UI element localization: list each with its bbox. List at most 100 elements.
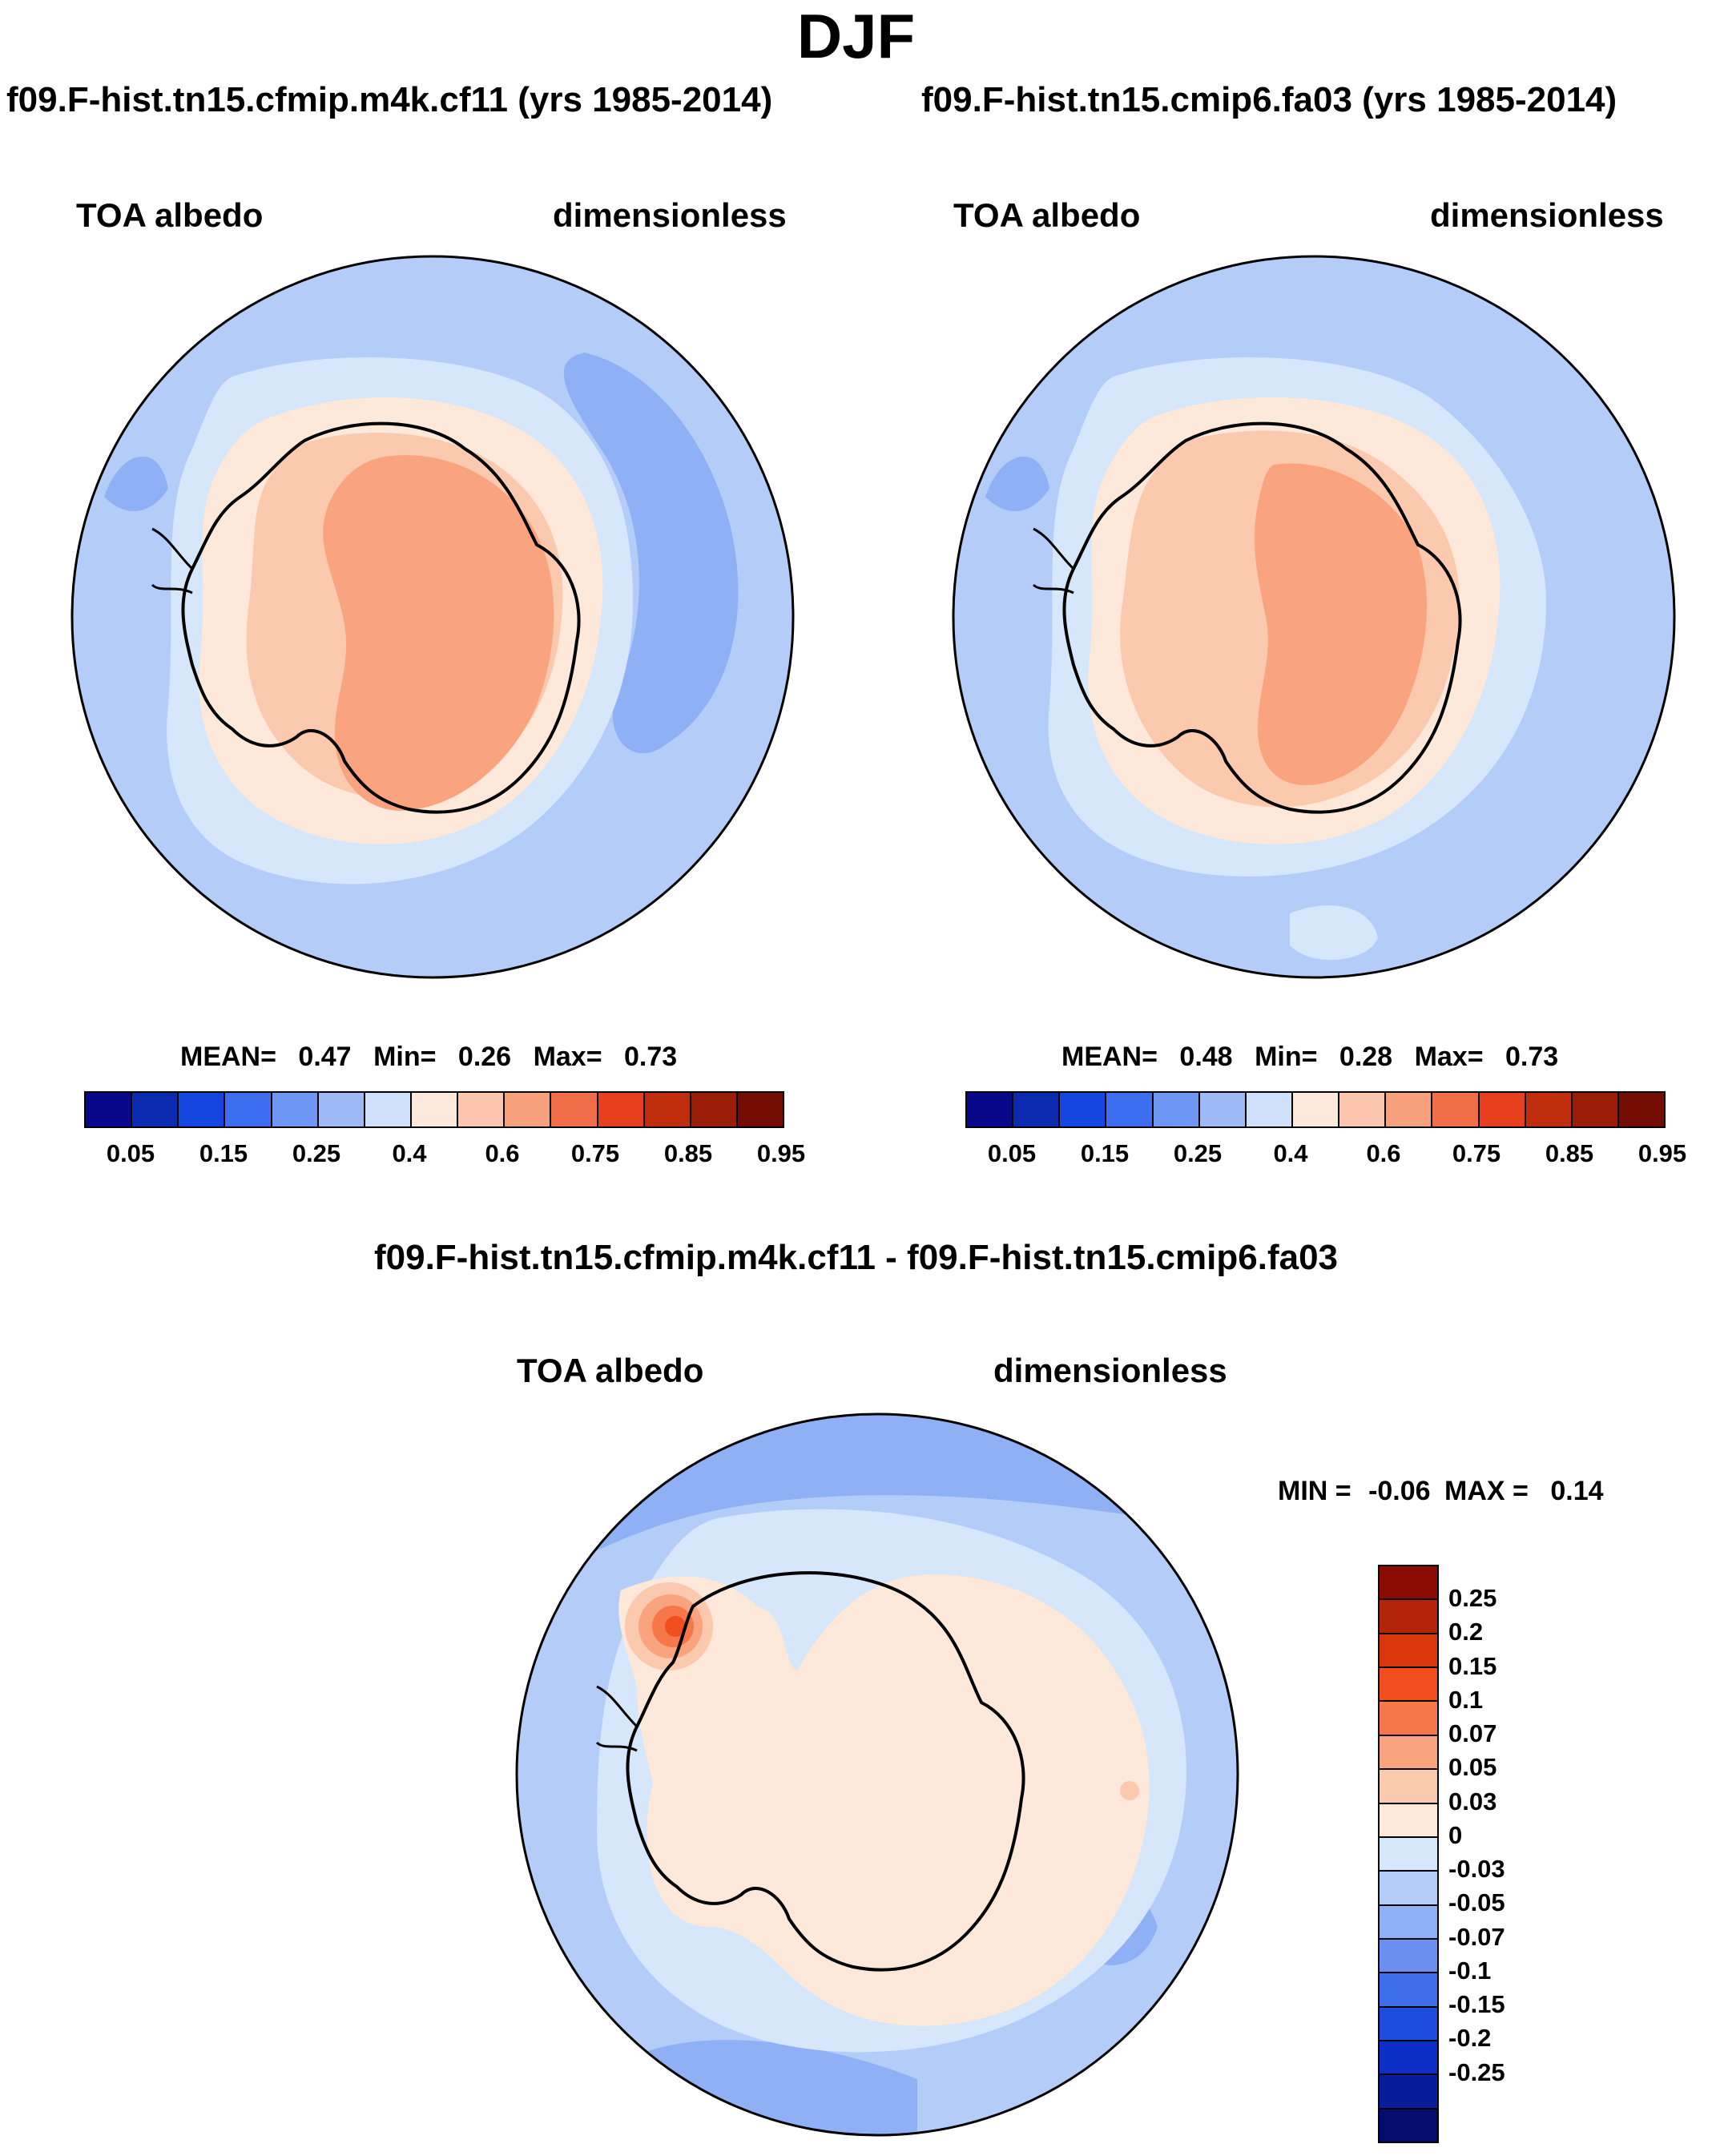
colorbar-swatch — [1339, 1093, 1387, 1126]
colorbar-swatch — [411, 1093, 459, 1126]
colorbar-tick-label: 0.4 — [392, 1139, 427, 1167]
colorbar-tick-label: 0.25 — [292, 1139, 341, 1167]
colorbar-swatch — [225, 1093, 272, 1126]
colorbar-swatch — [272, 1093, 319, 1126]
colorbar-swatch — [644, 1093, 691, 1126]
case2-max-label: Max= — [1414, 1042, 1484, 1072]
colorbar-swatch — [1380, 1566, 1437, 1601]
colorbar-tick-label: 0.6 — [485, 1139, 520, 1167]
diff-stats: MIN = -0.06 MAX = 0.14 — [1278, 1476, 1604, 1507]
colorbar-swatch — [1292, 1093, 1340, 1126]
colorbar-swatch — [1380, 1973, 1437, 2008]
colorbar-swatch — [1380, 1600, 1437, 1634]
colorbar-swatch — [1106, 1093, 1154, 1126]
colorbar-tick-label: -0.15 — [1448, 1990, 1505, 2019]
colorbar-swatch — [691, 1093, 738, 1126]
diff-min-label: MIN = — [1278, 1476, 1351, 1506]
colorbar-tick-label: 0.6 — [1366, 1139, 1401, 1167]
colorbar-swatch — [179, 1093, 226, 1126]
colorbar-tick-label: -0.07 — [1448, 1922, 1505, 1951]
colorbar-tick-label: 0.95 — [756, 1139, 806, 1167]
colorbar-swatch — [1380, 1668, 1437, 1703]
diff-max-label: MAX = — [1444, 1476, 1529, 1506]
case2-max-value: 0.73 — [1505, 1042, 1559, 1072]
colorbar-tick-label: -0.2 — [1448, 2024, 1492, 2053]
case1-min-label: Min= — [373, 1042, 437, 1072]
colorbar-swatch — [1380, 2075, 1437, 2110]
colorbar-swatch — [1380, 1770, 1437, 1804]
colorbar-tick-label: -0.03 — [1448, 1855, 1505, 1884]
colorbar-swatch — [598, 1093, 645, 1126]
colorbar-tick-label: 0.95 — [1637, 1139, 1687, 1167]
case1-polar-map — [70, 255, 795, 979]
colorbar-tick-label: -0.25 — [1448, 2057, 1505, 2086]
colorbar-swatch — [1060, 1093, 1107, 1126]
diff-units-label: dimensionless — [993, 1352, 1227, 1389]
colorbar-swatch — [365, 1093, 412, 1126]
colorbar-swatch — [1199, 1093, 1247, 1126]
colorbar-swatch — [1380, 1634, 1437, 1669]
case1-max-value: 0.73 — [624, 1042, 678, 1072]
colorbar-swatch — [458, 1093, 506, 1126]
colorbar-tick-label: 0.2 — [1448, 1618, 1484, 1646]
case2-min-value: 0.28 — [1339, 1042, 1393, 1072]
case2-title: f09.F-hist.tn15.cmip6.fa03 (yrs 1985-201… — [921, 80, 1617, 119]
case2-mean-label: MEAN= — [1061, 1042, 1158, 1072]
colorbar-tick-label: 0 — [1448, 1820, 1463, 1849]
colorbar-swatch — [1380, 1735, 1437, 1771]
colorbar-swatch — [1380, 1905, 1437, 1940]
colorbar-swatch — [1525, 1093, 1573, 1126]
diff-max-value: 0.14 — [1550, 1476, 1604, 1506]
case1-units-label: dimensionless — [553, 196, 787, 234]
colorbar-swatch — [967, 1093, 1014, 1126]
colorbar-swatch — [1380, 2109, 1437, 2142]
colorbar-tick-label: 0.15 — [1080, 1139, 1130, 1167]
colorbar-tick-label: 0.03 — [1448, 1787, 1497, 1815]
colorbar-swatch — [1380, 1837, 1437, 1872]
colorbar-swatch — [1013, 1093, 1061, 1126]
case2-colorbar — [965, 1091, 1666, 1128]
colorbar-swatch — [1153, 1093, 1200, 1126]
colorbar-tick-label: 0.05 — [987, 1139, 1037, 1167]
colorbar-swatch — [505, 1093, 552, 1126]
case2-min-label: Min= — [1255, 1042, 1318, 1072]
season-title: DJF — [796, 1, 916, 71]
diff-min-value: -0.06 — [1368, 1476, 1431, 1506]
colorbar-swatch — [1386, 1093, 1433, 1126]
case2-variable-label: TOA albedo — [953, 196, 1141, 234]
case2-stats: MEAN= 0.48 Min= 0.28 Max= 0.73 — [1061, 1042, 1558, 1073]
colorbar-swatch — [1618, 1093, 1665, 1126]
colorbar-tick-label: 0.85 — [1545, 1139, 1594, 1167]
case2-units-label: dimensionless — [1430, 196, 1664, 234]
colorbar-swatch — [1380, 1872, 1437, 1906]
colorbar-tick-label: 0.05 — [1448, 1753, 1497, 1782]
colorbar-tick-label: -0.1 — [1448, 1956, 1492, 1985]
case1-min-value: 0.26 — [457, 1042, 512, 1072]
diff-variable-label: TOA albedo — [517, 1352, 704, 1389]
colorbar-tick-label: 0.25 — [1173, 1139, 1223, 1167]
colorbar-swatch — [1432, 1093, 1480, 1126]
colorbar-swatch — [1246, 1093, 1293, 1126]
case1-max-label: Max= — [533, 1042, 602, 1072]
colorbar-swatch — [1572, 1093, 1619, 1126]
colorbar-swatch — [551, 1093, 598, 1126]
colorbar-tick-label: 0.75 — [570, 1139, 620, 1167]
colorbar-tick-label: 0.85 — [663, 1139, 713, 1167]
case2-mean-value: 0.48 — [1179, 1042, 1233, 1072]
case1-title: f09.F-hist.tn15.cfmip.m4k.cf11 (yrs 1985… — [6, 80, 773, 119]
colorbar-tick-label: 0.1 — [1448, 1685, 1484, 1714]
colorbar-swatch — [86, 1093, 133, 1126]
colorbar-tick-label: 0.15 — [199, 1139, 248, 1167]
case1-mean-value: 0.47 — [298, 1042, 352, 1072]
diff-polar-map — [515, 1412, 1239, 2137]
colorbar-swatch — [1380, 2007, 1437, 2042]
diff-title: f09.F-hist.tn15.cfmip.m4k.cf11 - f09.F-h… — [373, 1238, 1339, 1277]
colorbar-swatch — [1380, 1939, 1437, 1974]
colorbar-tick-label: 0.4 — [1273, 1139, 1308, 1167]
colorbar-swatch — [1380, 1803, 1437, 1838]
colorbar-swatch — [737, 1093, 783, 1126]
colorbar-tick-label: 0.07 — [1448, 1719, 1497, 1748]
case1-mean-label: MEAN= — [180, 1042, 276, 1072]
colorbar-tick-label: 0.15 — [1448, 1651, 1497, 1680]
colorbar-swatch — [1479, 1093, 1526, 1126]
